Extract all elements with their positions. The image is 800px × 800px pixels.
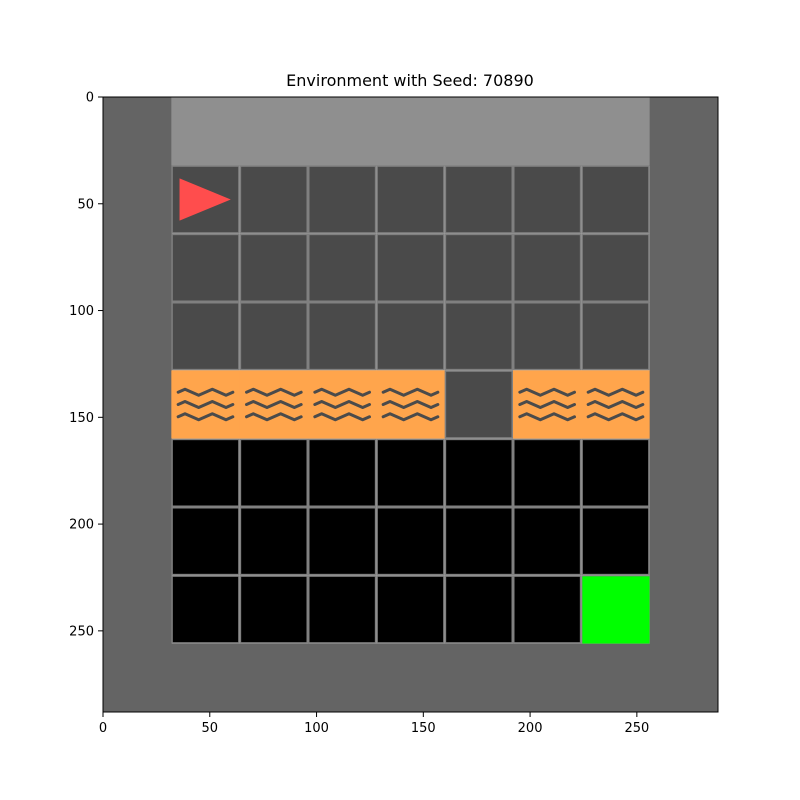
lava-waves-icon [176,387,235,422]
wall-tile [649,370,719,440]
wall-tile [171,97,241,166]
wall-tile [103,97,172,166]
unseen-tile [309,440,375,506]
unseen-tile [582,440,649,506]
floor-tile [514,166,580,233]
lava-waves-icon [586,387,645,422]
floor-tile [446,235,512,301]
floor-tile [172,235,239,301]
wall-tile [649,97,719,166]
y-tick-label: 100 [69,304,94,319]
wall-tile [444,643,514,713]
wall-tile [513,97,582,166]
floor-tile [309,235,375,301]
floor-tile [309,166,375,233]
lava-waves-icon [245,387,303,422]
axes-frame [102,96,719,713]
floor-tile [309,303,375,369]
unseen-tile [309,508,375,574]
agent-arrow-icon [179,178,231,221]
wall-tile [649,233,719,303]
wall-tile [103,575,172,645]
y-tick-label: 250 [69,624,94,639]
unseen-tile [446,508,512,574]
floor-tile [582,166,649,233]
wall-tile [103,370,172,440]
lava-waves-icon [381,387,440,422]
wall-tile [308,97,377,166]
floor-tile [446,371,512,438]
wall-tile [581,643,651,713]
unseen-tile [514,508,580,574]
floor-tile [377,166,444,233]
wall-tile [649,643,719,713]
y-tick-label: 200 [69,518,94,533]
floor-tile [582,303,649,369]
x-tick-label: 100 [304,721,329,736]
wall-tile [581,97,651,166]
x-tick-label: 50 [201,721,218,736]
wall-tile [649,575,719,645]
axes: 0 50 100 150 200 250 0 50 100 150 200 250 [69,91,719,736]
unseen-tile [446,440,512,506]
x-tick-label: 150 [411,721,436,736]
wall-tile [103,165,172,235]
wall-tile [649,507,719,576]
y-tick-label: 50 [77,197,94,212]
wall-tile [103,438,172,508]
y-tick-label: 0 [86,91,94,106]
lava-waves-icon [313,387,371,422]
x-tick-label: 200 [518,721,543,736]
unseen-tile [241,576,307,643]
wall-tile [649,302,719,371]
floor-tile [582,235,649,301]
floor-tile [172,303,239,369]
floor-tile [446,303,512,369]
wall-tile [103,233,172,303]
environment-grid [103,97,719,713]
wall-tile [649,438,719,508]
unseen-tile [582,508,649,574]
wall-tile [649,165,719,235]
wall-tile [239,97,309,166]
unseen-tile [377,576,444,643]
floor-tile [377,303,444,369]
wall-tile [103,507,172,576]
lava-waves-icon [518,387,576,422]
unseen-tile [377,508,444,574]
floor-tile [377,235,444,301]
floor-tile [446,166,512,233]
unseen-tile [172,440,239,506]
x-tick-label: 250 [624,721,649,736]
floor-tile [514,235,580,301]
unseen-tile [446,576,512,643]
wall-tile [376,643,446,713]
wall-tile [103,643,172,713]
x-tick-label: 0 [99,721,107,736]
unseen-tile [377,440,444,506]
floor-tile [241,166,307,233]
unseen-tile [241,440,307,506]
wall-tile [444,97,514,166]
wall-tile [308,643,377,713]
unseen-tile [514,440,580,506]
y-tick-label: 150 [69,411,94,426]
floor-tile [241,303,307,369]
unseen-tile [514,576,580,643]
floor-tile [514,303,580,369]
unseen-tile [172,576,239,643]
wall-tile [513,643,582,713]
wall-tile [376,97,446,166]
wall-tile [171,643,241,713]
figure-title: Environment with Seed: 70890 [286,71,534,90]
unseen-tile [241,508,307,574]
unseen-tile [309,576,375,643]
wall-tile [103,302,172,371]
floor-tile [241,235,307,301]
unseen-tile [172,508,239,574]
goal-tile [582,576,650,644]
wall-tile [239,643,309,713]
